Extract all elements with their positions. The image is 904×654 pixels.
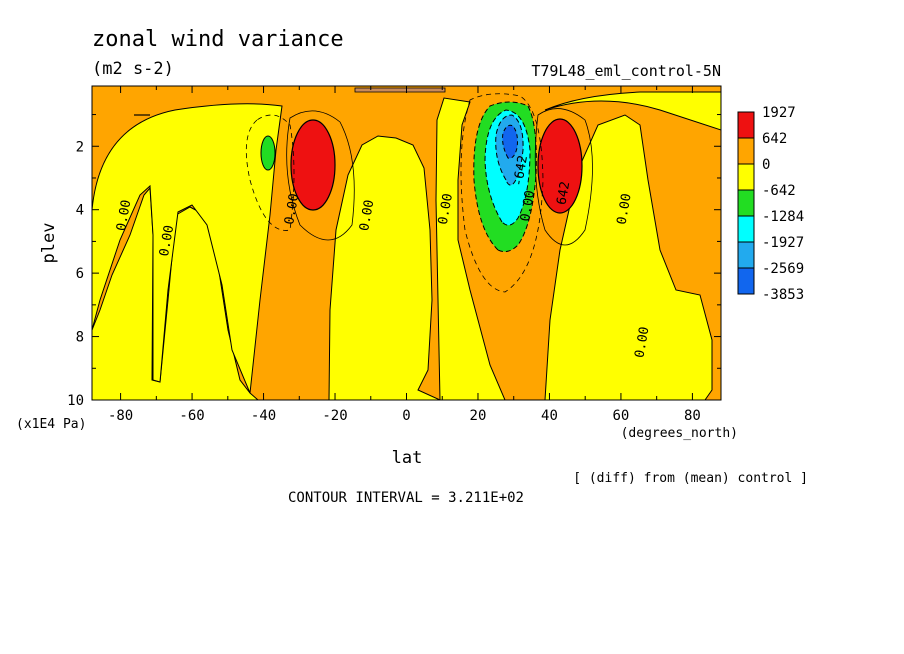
y-axis-unit: (x1E4 Pa) (16, 417, 86, 432)
legend-label: -642 (762, 183, 796, 199)
negative-pocket-sh (260, 135, 276, 171)
contour-label: 0.00 (357, 199, 377, 232)
x-axis-title: lat (392, 448, 423, 468)
y-tick-label: 10 (67, 393, 84, 409)
x-tick-label: 80 (684, 408, 701, 424)
y-tick-label: 6 (76, 266, 84, 282)
legend-label: 642 (762, 131, 787, 147)
legend-swatch (737, 241, 755, 269)
legend-label: -1284 (762, 209, 804, 225)
x-axis-unit: (degrees_north) (621, 426, 738, 441)
legend-swatch (737, 267, 755, 295)
y-axis: 2 4 6 8 10 (67, 114, 721, 409)
legend-swatch (737, 137, 755, 165)
y-axis-title: plev (39, 223, 59, 264)
y-tick-label: 4 (76, 203, 84, 219)
legend-swatch (737, 215, 755, 243)
contour-label: 642 (554, 180, 573, 206)
yellow-region-nh-upper (544, 91, 721, 131)
legend-swatch (737, 111, 755, 139)
x-tick-label: 40 (541, 408, 558, 424)
contour-label: 0.00 (518, 189, 538, 222)
contour-interval: CONTOUR INTERVAL = 3.211E+02 (288, 490, 524, 506)
legend-label: -2569 (762, 261, 804, 277)
y-tick-label: 2 (76, 139, 84, 155)
contour-label: -642 (511, 154, 531, 187)
solid-contour-nh (534, 108, 593, 246)
legend-swatch (737, 163, 755, 191)
run-label: T79L48_eml_control-5N (531, 62, 721, 80)
x-tick-label: -40 (251, 408, 276, 424)
legend-label: 0 (762, 157, 770, 173)
contour-label: 0.00 (114, 199, 134, 232)
diff-note: [ (diff) from (mean) control ] (573, 471, 808, 486)
solid-contour-sh (286, 110, 355, 241)
contour-label: 0.00 (632, 326, 652, 359)
contour-labels: 0.00 0.00 0.00 0.00 0.00 0.00 0.00 0.00 642 -642 (114, 154, 652, 359)
top-feature (354, 87, 446, 93)
x-axis: -80 -60 -40 -20 0 20 40 60 80 (108, 86, 701, 424)
chart-subtitle: (m2 s-2) (92, 59, 174, 79)
positive-max-nh (537, 118, 583, 214)
yellow-region-center-right (435, 97, 506, 400)
x-tick-label: -60 (179, 408, 204, 424)
x-tick-label: 20 (470, 408, 487, 424)
contour-label: 0.00 (282, 192, 302, 225)
negative-core-blue (502, 124, 518, 159)
x-tick-label: 0 (402, 408, 410, 424)
legend: 1927 642 0 -642 -1284 -1927 -2569 -3853 (737, 105, 804, 303)
contour-label: 0.00 (436, 192, 456, 225)
legend-label: -1927 (762, 235, 804, 251)
yellow-region-sh-mid (92, 103, 283, 394)
dashed-contour-nh (460, 93, 544, 293)
x-tick-label: -80 (108, 408, 133, 424)
positive-max-sh (290, 119, 336, 211)
yellow-region-nh-mid (544, 114, 713, 400)
contour-label: 0.00 (157, 224, 177, 257)
x-tick-label: 60 (613, 408, 630, 424)
x-tick-label: -20 (322, 408, 347, 424)
dashed-contour-sh (245, 114, 295, 231)
chart-title: zonal wind variance (92, 27, 344, 52)
legend-swatch (737, 189, 755, 217)
legend-label: -3853 (762, 287, 804, 303)
y-tick-label: 8 (76, 330, 84, 346)
contour-label: 0.00 (615, 192, 635, 225)
yellow-region-center (328, 135, 441, 400)
legend-label: 1927 (762, 105, 796, 121)
contour-field (92, 86, 721, 400)
